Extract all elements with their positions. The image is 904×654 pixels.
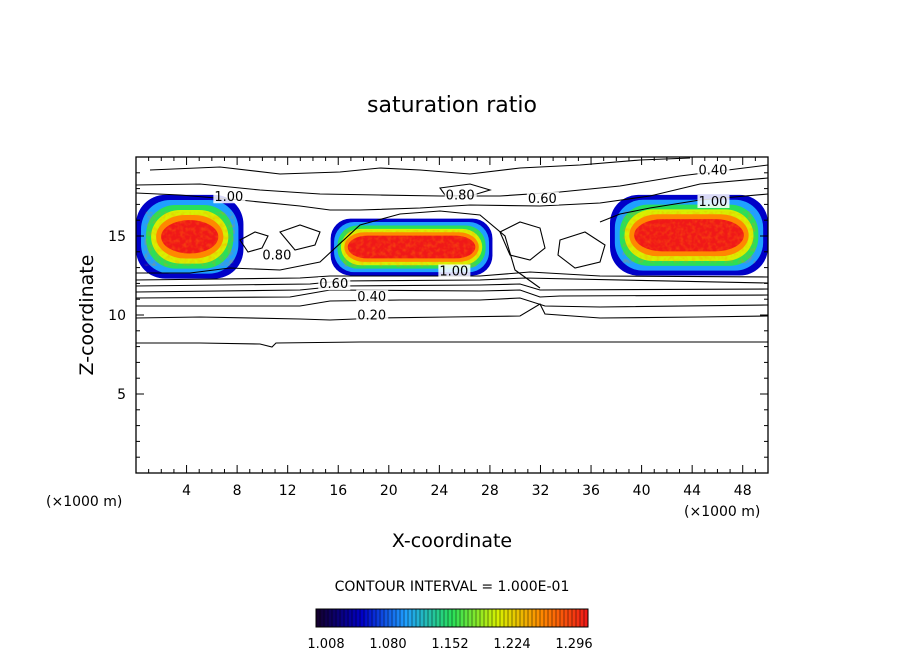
contour-label-group: 0.40 [697,163,730,178]
x-tick-label: 44 [683,483,701,499]
colorbar-frame [315,608,589,628]
chart-title: saturation ratio [367,93,537,118]
contour-label-group: 0.60 [526,191,559,207]
shade-texture [622,211,756,264]
contour-label-bg [526,191,559,205]
contour-interval-text: CONTOUR INTERVAL = 1.000E-01 [335,579,570,595]
y-axis-label: Z-coordinate [76,255,98,376]
contour-label-bg [697,163,730,177]
contour-label: 0.80 [446,189,475,204]
contour-label-group: 1.00 [213,190,246,205]
contour-label-bg [261,248,294,262]
contour-label-group: 1.00 [438,264,471,280]
shaded-region-center [330,218,493,276]
contour-label-group: 0.80 [444,188,477,204]
colorbar-stripes [319,609,585,627]
y-tick-label: 15 [108,229,126,245]
x-axis-label: X-coordinate [392,530,512,552]
x-tick-label: 28 [481,483,499,499]
contour-label: 1.00 [214,190,243,205]
contour-label-bg [318,277,351,291]
contour-label-bg [438,264,471,278]
contour-label: 1.00 [698,195,727,210]
y-tick-label: 5 [117,387,126,403]
shaded-regions [136,194,768,279]
contour-label-bg [356,289,389,303]
contour-label-bg [697,194,730,208]
colorbar-tick-label: 1.296 [555,637,592,652]
contour-label-group: 1.00 [697,194,730,210]
colorbar: 1.008 1.080 1.152 1.224 1.296 [307,608,593,652]
contour-label-group: 0.20 [356,308,389,324]
y-tick-label: 10 [108,308,126,324]
contour-label-bg [356,308,389,322]
x-unit-label: (×1000 m) [684,504,760,520]
colorbar-tick-label: 1.224 [493,637,530,652]
contour-label-layer: 0.20 0.40 0.40 0.60 0.60 0.80 0.80 1.00 1.00 1.00 [213,163,730,324]
colorbar-ticks: 1.008 1.080 1.152 1.224 1.296 [307,637,592,652]
contour-label: 0.40 [698,163,727,178]
contour-label-group: 0.60 [318,277,351,292]
contour-label: 0.60 [528,192,557,207]
contour-label: 0.20 [357,309,386,324]
contour-label-group: 0.80 [261,248,294,264]
y-unit-label: (×1000 m) [46,494,122,510]
x-tick-label: 24 [430,483,448,499]
x-tick-label: 16 [329,483,347,499]
x-tick-label: 48 [734,483,752,499]
x-tick-label: 40 [633,483,651,499]
shaded-region-left [136,194,244,279]
x-tick-label: 32 [532,483,550,499]
x-tick-label: 36 [582,483,600,499]
contour-label: 1.00 [439,265,468,280]
colorbar-tick-label: 1.008 [307,637,344,652]
colorbar-tick-label: 1.152 [431,637,468,652]
contour-label-bg [444,188,477,202]
shade-texture [343,229,480,267]
x-tick-label: 12 [279,483,297,499]
contour-label: 0.60 [319,277,348,292]
contour-label-group: 0.40 [356,289,389,305]
x-tick-label: 20 [380,483,398,499]
contour-label: 0.80 [262,249,291,264]
shade-texture [144,211,235,267]
x-tick-label: 4 [182,483,191,499]
colorbar-gradient [316,609,588,627]
colorbar-tick-label: 1.080 [369,637,406,652]
x-tick-label: 8 [233,483,242,499]
contour-lines [136,157,768,348]
contour-label-bg [213,190,246,204]
contour-label: 0.40 [357,290,386,305]
shaded-region-right [610,194,768,276]
